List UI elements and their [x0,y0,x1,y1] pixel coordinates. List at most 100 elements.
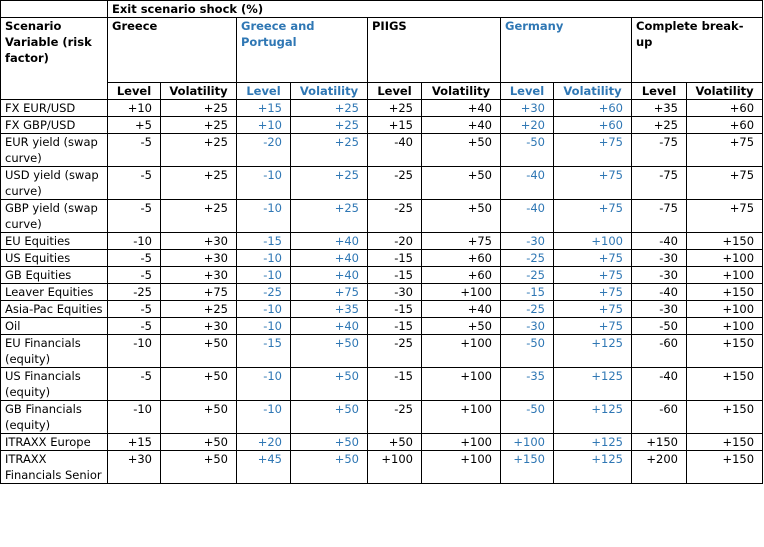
cell-value: +100 [421,283,501,301]
cell-value: -60 [631,400,687,434]
cell-value: +100 [421,433,501,451]
row-label: FX GBP/USD [0,116,108,134]
cell-value: -10 [236,400,291,434]
cell-value: -25 [367,199,422,233]
cell-value: -10 [236,199,291,233]
cell-value: +60 [421,266,501,284]
cell-value: -40 [367,133,422,167]
cell-value: +25 [290,199,368,233]
scenario-header: Greece [107,17,237,83]
cell-value: +150 [685,334,764,368]
cell-value: -15 [367,266,422,284]
data-row: FX GBP/USD +5 +25 +10 +25 +15 +40 +20 +60 +25 +60 [0,116,764,134]
cell-value: +50 [290,400,368,434]
row-label: Oil [0,317,108,335]
row-label: US Equities [0,249,108,267]
cell-value: -30 [500,232,554,250]
data-row: FX EUR/USD +10 +25 +15 +25 +25 +40 +30 +60 +35 +60 [0,99,764,117]
subheader: Volatility [421,82,501,100]
data-row: GBP yield (swap curve) -5 +25 -10 +25 -25 +50-… [0,199,764,233]
cell-value: +25 [160,166,237,200]
cell-value: -30 [631,300,687,318]
cell-value: +40 [421,99,501,117]
row-label: ITRAXX Europe [0,433,108,451]
cell-value: +100 [421,450,501,484]
cell-value: -25 [500,249,554,267]
cell-value: -25 [107,283,161,301]
cell-value: -20 [236,133,291,167]
cell-value: +150 [631,433,687,451]
data-row: Asia-Pac Equities -5 +25 -10 +35 -15 +40 -25 +75… [0,300,764,318]
cell-value: +75 [290,283,368,301]
cell-value: +50 [290,334,368,368]
data-row: GB Financials (equity) -10 +50 -10 +50 -25 +10… [0,400,764,434]
cell-value: -25 [500,266,554,284]
cell-value: +40 [290,317,368,335]
cell-value: +150 [685,433,764,451]
data-row: Oil -5 +30 -10 +40 -15 +50 -30 +75 -50 +100 [0,317,764,335]
cell-value: -15 [367,300,422,318]
cell-value: +25 [631,116,687,134]
cell-value: -25 [236,283,291,301]
cell-value: +50 [160,400,237,434]
cell-value: +20 [236,433,291,451]
cell-value: +150 [685,367,764,401]
cell-value: -75 [631,133,687,167]
cell-value: +100 [500,433,554,451]
subheader: Volatility [553,82,632,100]
cell-value: +150 [685,400,764,434]
cell-value: +75 [553,166,632,200]
cell-value: +50 [290,433,368,451]
cell-value: -25 [367,166,422,200]
cell-value: +125 [553,367,632,401]
cell-value: +100 [685,249,764,267]
cell-value: +40 [290,232,368,250]
cell-value: +125 [553,450,632,484]
scenario-header: PIIGS [367,17,501,83]
cell-value: -15 [367,249,422,267]
cell-value: +25 [290,116,368,134]
cell-value: +25 [290,99,368,117]
cell-value: +10 [107,99,161,117]
cell-value: -10 [236,249,291,267]
subheader: Level [236,82,291,100]
row-label: ITRAXX Financials Senior [0,450,108,484]
cell-value: +40 [421,116,501,134]
cell-value: -20 [367,232,422,250]
cell-value: +30 [160,232,237,250]
row-label: EU Financials (equity) [0,334,108,368]
cell-value: -40 [631,367,687,401]
cell-value: +100 [685,317,764,335]
cell-value: +35 [631,99,687,117]
scenario-table: Exit scenario shock (%) Scenario Variable… [0,0,764,484]
data-row: EUR yield (swap curve) -5 +25 -20 +25 -40 +50-… [0,133,764,167]
cell-value: -5 [107,317,161,335]
cell-value: +75 [553,317,632,335]
cell-value: +100 [367,450,422,484]
row-label: Leaver Equities [0,283,108,301]
cell-value: +60 [685,99,764,117]
scenario-header: Germany [500,17,632,83]
cell-value: +25 [290,166,368,200]
cell-value: -30 [367,283,422,301]
data-row: GB Equities -5 +30 -10 +40 -15 +60 -25 +75 -30 +10… [0,266,764,284]
cell-value: +30 [160,249,237,267]
cell-value: +125 [553,433,632,451]
subheader: Level [500,82,554,100]
cell-value: +10 [236,116,291,134]
cell-value: -50 [500,334,554,368]
row-label: GB Equities [0,266,108,284]
cell-value: +30 [160,317,237,335]
data-row: EU Financials (equity) -10 +50 -15 +50 -25 +10… [0,334,764,368]
cell-value: +45 [236,450,291,484]
cell-value: -30 [631,266,687,284]
data-row: US Financials (equity) -5 +50 -10 +50 -15 +100… [0,367,764,401]
cell-value: +150 [685,232,764,250]
scenario-row: Scenario Variable (risk factor) Greece Gre… [0,17,764,100]
data-row: Leaver Equities -25 +75 -25 +75 -30 +100 -15 +75… [0,283,764,301]
cell-value: -5 [107,166,161,200]
cell-value: -30 [500,317,554,335]
title-row: Exit scenario shock (%) [0,0,764,18]
cell-value: +75 [553,283,632,301]
